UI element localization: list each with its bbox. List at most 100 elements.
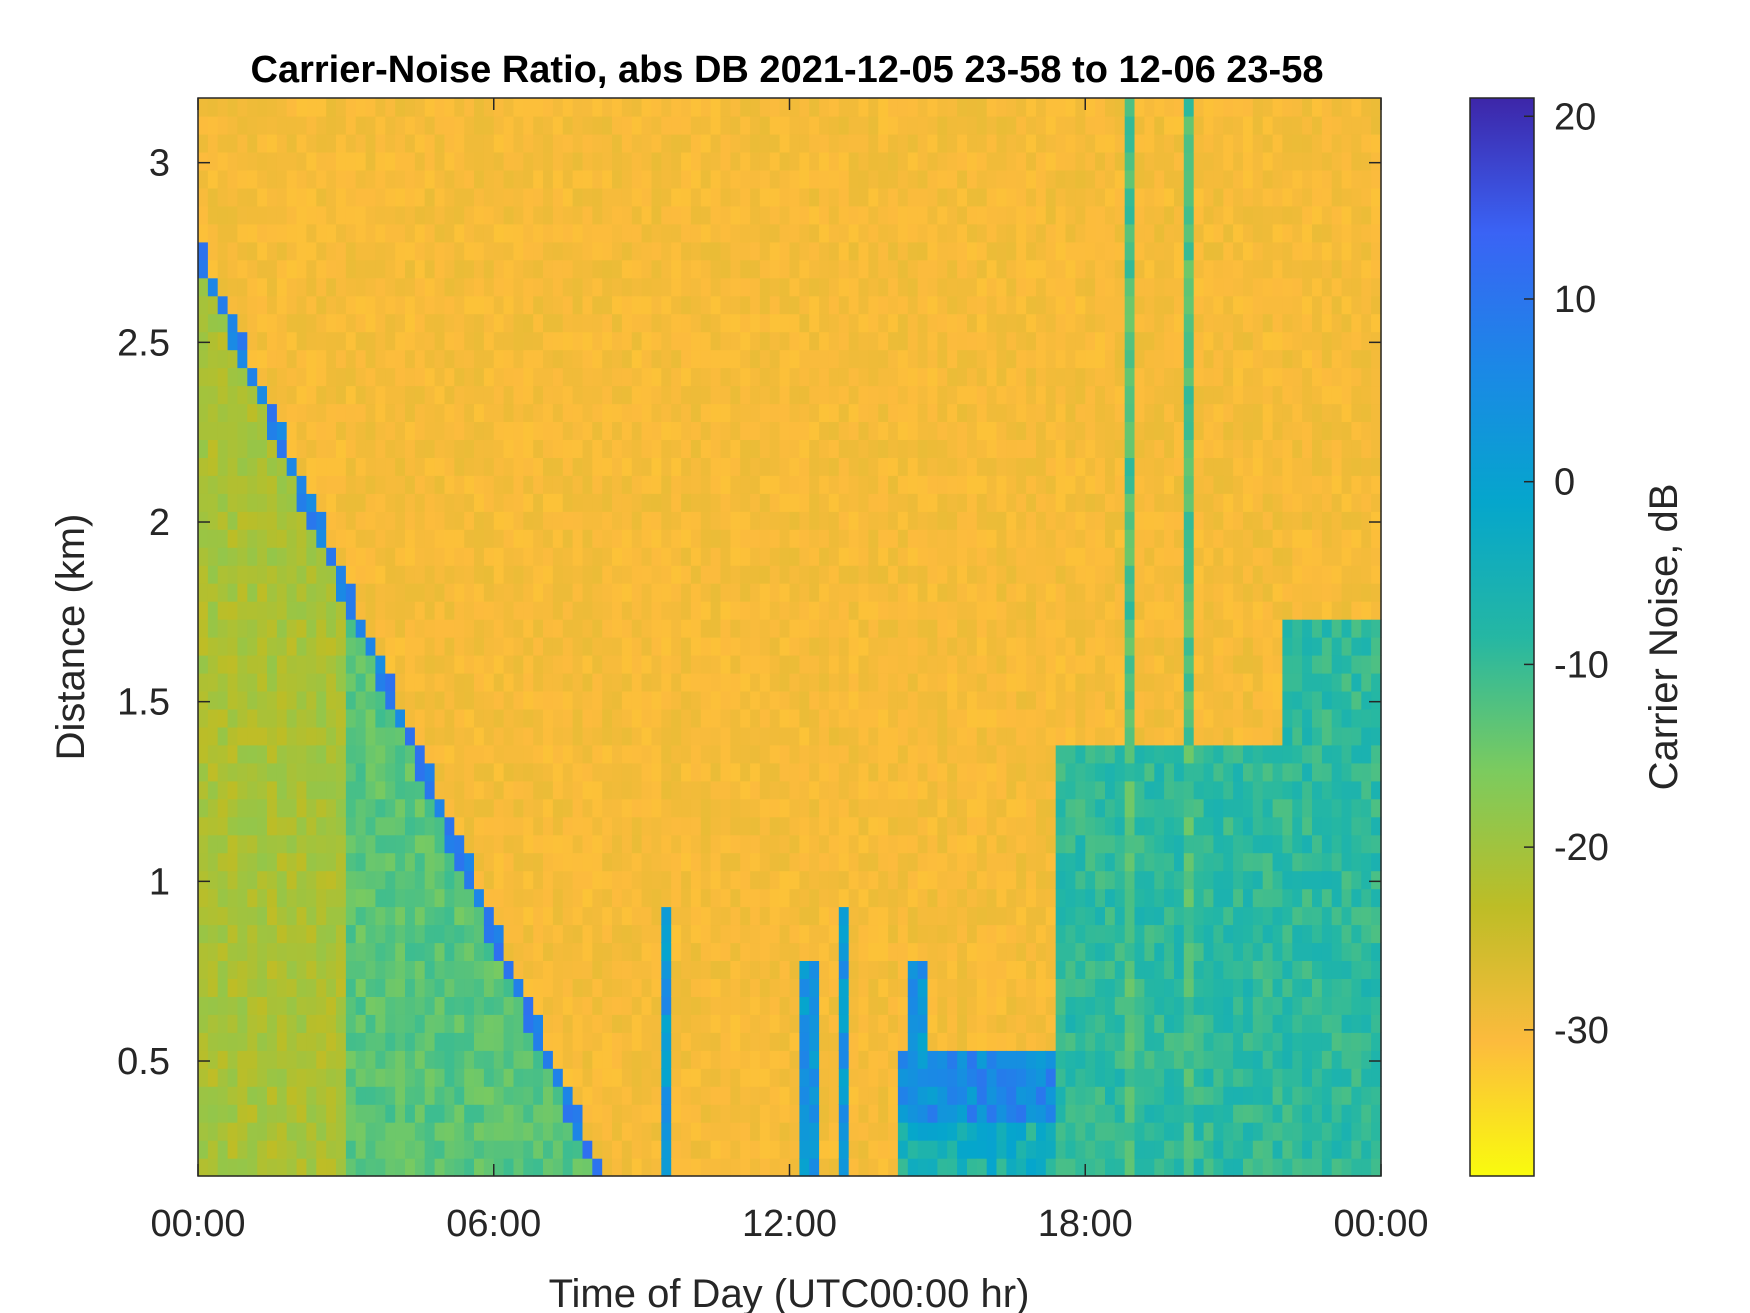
heatmap-cell	[996, 133, 1007, 153]
heatmap-cell	[710, 475, 722, 494]
heatmap-cell	[306, 439, 317, 458]
heatmap-cell	[996, 960, 1007, 979]
heatmap-cell	[523, 1032, 534, 1051]
heatmap-cell	[828, 511, 840, 530]
heatmap-cell	[848, 475, 860, 494]
heatmap-cell	[552, 1104, 564, 1123]
heatmap-cell	[848, 619, 860, 638]
heatmap-cell	[848, 655, 860, 674]
heatmap-cell	[582, 1014, 593, 1033]
heatmap-cell	[454, 708, 465, 728]
heatmap-cell	[967, 277, 978, 297]
heatmap-cell	[375, 1086, 386, 1105]
heatmap-cell	[878, 133, 889, 153]
heatmap-cell	[621, 744, 633, 764]
heatmap-cell	[750, 906, 761, 926]
heatmap-cell	[474, 726, 485, 746]
heatmap-cell	[740, 457, 751, 476]
heatmap-cell	[434, 834, 446, 854]
heatmap-cell	[326, 1122, 337, 1141]
heatmap-cell	[1006, 565, 1017, 584]
heatmap-cell	[434, 205, 446, 225]
heatmap-cell	[562, 906, 574, 926]
heatmap-cell	[434, 1032, 446, 1051]
heatmap-cell	[493, 942, 505, 961]
heatmap-cell	[227, 349, 239, 369]
heatmap-cell	[799, 906, 810, 926]
heatmap-cell	[809, 762, 820, 782]
heatmap-cell	[799, 996, 810, 1015]
heatmap-cell	[957, 259, 968, 279]
heatmap-cell	[237, 1122, 248, 1141]
heatmap-cell	[681, 762, 692, 782]
heatmap-cell	[306, 565, 317, 584]
heatmap-cell	[503, 672, 515, 692]
heatmap-cell	[976, 996, 988, 1015]
heatmap-cell	[927, 457, 938, 476]
heatmap-cell	[641, 187, 653, 207]
heatmap-cell	[355, 493, 367, 512]
heatmap-cell	[996, 1122, 1007, 1141]
heatmap-cell	[592, 1032, 603, 1051]
heatmap-cell	[828, 744, 840, 764]
heatmap-cell	[878, 690, 889, 710]
heatmap-cell	[217, 888, 229, 908]
heatmap-cell	[296, 259, 308, 279]
heatmap-cell	[464, 295, 475, 315]
heatmap-cell	[740, 655, 751, 674]
heatmap-cell	[375, 295, 386, 315]
heatmap-cell	[405, 906, 416, 926]
heatmap-cell	[967, 672, 978, 692]
heatmap-cell	[651, 313, 662, 333]
heatmap-cell	[690, 852, 702, 872]
heatmap-cell	[572, 655, 584, 674]
heatmap-cell	[976, 151, 988, 171]
heatmap-cell	[424, 295, 436, 315]
heatmap-cell	[789, 475, 800, 494]
heatmap-cell	[976, 834, 988, 854]
heatmap-cell	[917, 511, 929, 530]
heatmap-cell	[296, 349, 308, 369]
heatmap-cell	[996, 565, 1007, 584]
heatmap-cell	[838, 241, 850, 261]
heatmap-cell	[434, 780, 446, 800]
heatmap-cell	[710, 241, 722, 261]
heatmap-cell	[681, 942, 692, 961]
heatmap-cell	[848, 457, 860, 476]
heatmap-cell	[858, 295, 869, 315]
heatmap-cell	[316, 475, 327, 494]
heatmap-cell	[750, 295, 761, 315]
heatmap-cell	[257, 439, 268, 458]
heatmap-cell	[976, 241, 988, 261]
heatmap-cell	[641, 655, 653, 674]
heatmap-cell	[237, 1068, 248, 1087]
heatmap-cell	[306, 942, 317, 961]
heatmap-cell	[286, 906, 298, 926]
heatmap-cell	[493, 996, 505, 1015]
heatmap-cell	[276, 762, 288, 782]
heatmap-cell	[888, 583, 899, 602]
heatmap-cell	[395, 906, 406, 926]
heatmap-cell	[700, 529, 712, 548]
heatmap-cell	[247, 133, 258, 153]
heatmap-cell	[395, 619, 406, 638]
heatmap-cell	[434, 583, 446, 602]
heatmap-cell	[907, 223, 919, 243]
heatmap-cell	[523, 690, 534, 710]
heatmap-cell	[444, 816, 455, 836]
heatmap-cell	[947, 439, 958, 458]
heatmap-cell	[819, 583, 830, 602]
heatmap-cell	[454, 690, 465, 710]
heatmap-cell	[543, 906, 554, 926]
heatmap-cell	[720, 98, 731, 117]
heatmap-cell	[819, 457, 830, 476]
heatmap-cell	[651, 169, 662, 189]
heatmap-cell	[562, 601, 574, 620]
heatmap-cell	[523, 223, 534, 243]
heatmap-cell	[690, 547, 702, 566]
heatmap-cell	[976, 403, 988, 422]
heatmap-cell	[227, 1032, 239, 1051]
heatmap-cell	[868, 690, 879, 710]
heatmap-cell	[631, 744, 643, 764]
heatmap-cell	[878, 475, 889, 494]
